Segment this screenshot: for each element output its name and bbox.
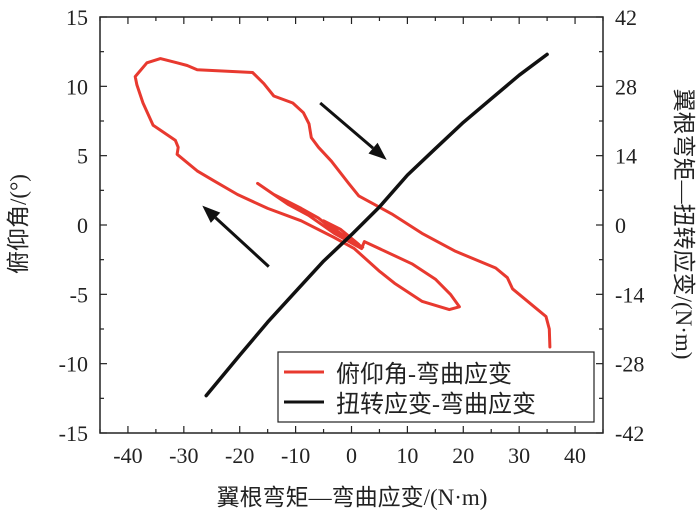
legend-label-torsion: 扭转应变-弯曲应变 bbox=[336, 391, 536, 418]
y-tick-label: 5 bbox=[77, 144, 88, 169]
legend-label-pitch: 俯仰角-弯曲应变 bbox=[336, 361, 512, 388]
legend-box bbox=[277, 351, 595, 423]
y2-axis-label: 翼根弯矩—扭转应变/(N·m) bbox=[671, 89, 696, 360]
y2-tick-label: -42 bbox=[615, 421, 644, 446]
x-axis-label: 翼根弯矩—弯曲应变/(N·m) bbox=[217, 485, 488, 510]
x-tick-label: 40 bbox=[564, 443, 586, 468]
arrow-head-icon bbox=[202, 205, 221, 223]
x-tick-label: -20 bbox=[225, 443, 254, 468]
y2-tick-label: 14 bbox=[615, 144, 637, 169]
y-tick-label: -10 bbox=[59, 352, 88, 377]
arrow-shaft bbox=[214, 216, 270, 268]
arrow-shaft bbox=[319, 101, 375, 150]
plot-frame bbox=[99, 16, 604, 434]
y-axis-label: 俯仰角/(°) bbox=[6, 174, 31, 274]
y-tick-label: 15 bbox=[66, 5, 88, 30]
x-tick-label: 0 bbox=[346, 443, 357, 468]
series bbox=[133, 52, 552, 398]
x-tick-label: 10 bbox=[396, 443, 418, 468]
y-tick-label: -5 bbox=[70, 282, 88, 307]
y2-tick-label: 0 bbox=[615, 213, 626, 238]
ticks: -40 -30 -20 -10 0 10 20 30 40 -15 -10 -5 0 5 10 15 -42 -2… bbox=[59, 5, 645, 468]
y2-tick-label: -14 bbox=[615, 282, 644, 307]
y-tick-label: 0 bbox=[77, 213, 88, 238]
x-tick-label: -30 bbox=[169, 443, 198, 468]
y2-tick-label: 28 bbox=[615, 74, 637, 99]
x-tick-label: 30 bbox=[508, 443, 530, 468]
y2-tick-label: 42 bbox=[615, 5, 637, 30]
y-tick-label: -15 bbox=[59, 421, 88, 446]
direction-arrows bbox=[202, 101, 387, 268]
x-tick-label: 20 bbox=[452, 443, 474, 468]
y2-tick-label: -28 bbox=[615, 352, 644, 377]
y-tick-label: 10 bbox=[66, 74, 88, 99]
arrow-head-icon bbox=[368, 142, 387, 160]
series-line-torsion bbox=[204, 52, 549, 398]
series-line-pitch bbox=[133, 57, 552, 349]
x-tick-label: -10 bbox=[281, 443, 310, 468]
x-tick-label: -40 bbox=[113, 443, 142, 468]
legend: 俯仰角-弯曲应变 扭转应变-弯曲应变 bbox=[277, 351, 595, 423]
